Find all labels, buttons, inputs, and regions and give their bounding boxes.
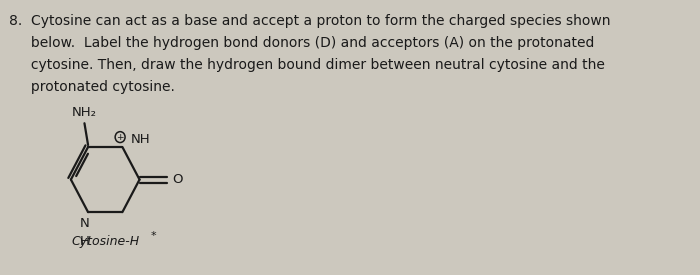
Text: O: O <box>172 173 183 186</box>
Text: Cytosine-H: Cytosine-H <box>71 235 139 248</box>
Text: +: + <box>116 133 124 142</box>
Text: *: * <box>150 231 156 241</box>
Text: NH: NH <box>130 133 150 145</box>
Text: 8.  Cytosine can act as a base and accept a proton to form the charged species s: 8. Cytosine can act as a base and accept… <box>8 14 610 28</box>
Text: protonated cytosine.: protonated cytosine. <box>8 79 174 94</box>
Text: H: H <box>80 235 90 248</box>
Text: N: N <box>80 217 90 230</box>
Text: cytosine. Then, draw the hydrogen bound dimer between neutral cytosine and the: cytosine. Then, draw the hydrogen bound … <box>8 58 605 72</box>
Text: NH₂: NH₂ <box>72 106 97 119</box>
Text: below.  Label the hydrogen bond donors (D) and acceptors (A) on the protonated: below. Label the hydrogen bond donors (D… <box>8 36 594 50</box>
